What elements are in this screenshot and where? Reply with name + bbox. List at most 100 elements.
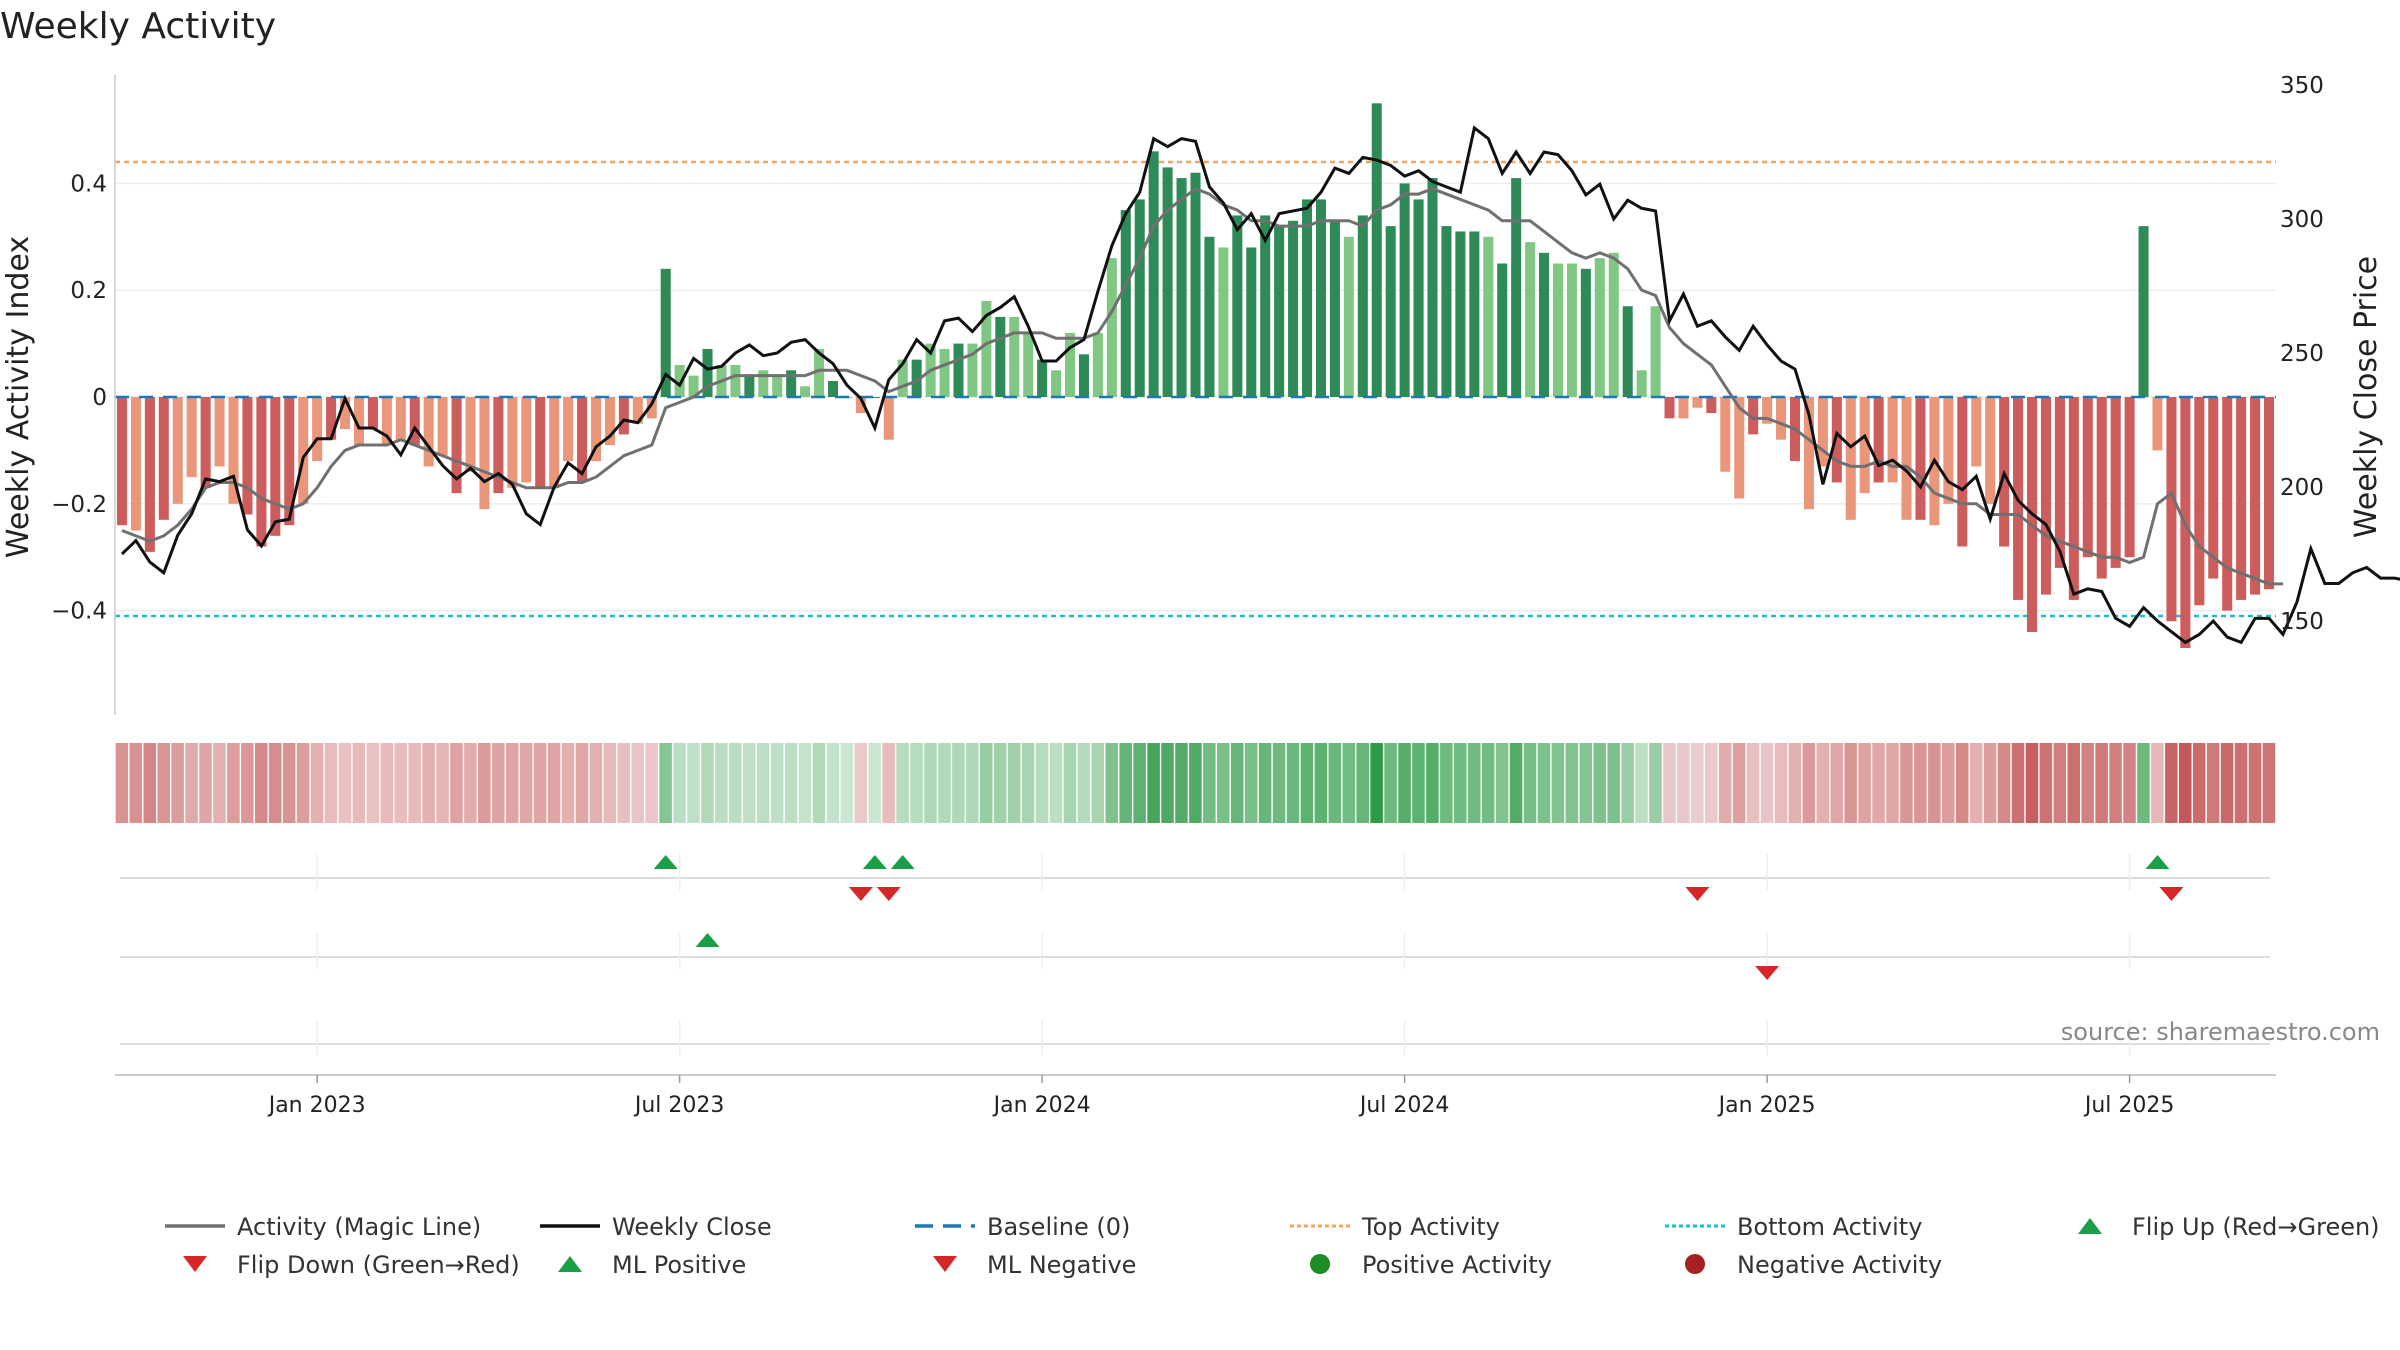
heat-cell bbox=[589, 743, 603, 823]
flip-up-marker bbox=[653, 855, 678, 869]
activity-bar bbox=[1915, 397, 1926, 520]
activity-bar bbox=[451, 397, 462, 494]
activity-bar bbox=[2222, 397, 2233, 611]
activity-bar bbox=[395, 397, 406, 440]
activity-bar bbox=[1329, 220, 1340, 397]
heat-cell bbox=[1230, 743, 1244, 823]
activity-bar bbox=[549, 397, 560, 488]
heat-cell bbox=[1830, 743, 1843, 823]
activity-bar bbox=[1497, 263, 1508, 397]
heat-cell bbox=[519, 743, 533, 823]
heat-cell bbox=[617, 743, 631, 823]
x-tick-label: Jan 2025 bbox=[1717, 1093, 1816, 1118]
heat-cell bbox=[478, 743, 491, 823]
activity-bar bbox=[493, 397, 504, 494]
activity-bar bbox=[1162, 167, 1173, 397]
activity-bar bbox=[646, 397, 657, 419]
activity-bar bbox=[2208, 397, 2219, 579]
x-tick-label: Jan 2024 bbox=[992, 1093, 1091, 1118]
activity-bar bbox=[1260, 215, 1271, 397]
activity-bar bbox=[855, 397, 866, 414]
heat-cell bbox=[1593, 743, 1606, 823]
activity-bar bbox=[256, 397, 267, 547]
activity-bar bbox=[1176, 178, 1187, 397]
heat-cell bbox=[826, 743, 840, 823]
activity-bar bbox=[1845, 397, 1856, 520]
activity-bar bbox=[1204, 236, 1215, 397]
heat-cell bbox=[1941, 743, 1955, 823]
heat-cell bbox=[324, 743, 338, 823]
heat-cell bbox=[631, 743, 644, 823]
x-tick-label: Jan 2023 bbox=[267, 1093, 366, 1118]
activity-bar bbox=[1399, 183, 1410, 397]
activity-bar bbox=[1051, 370, 1062, 397]
signal-markers bbox=[120, 854, 2270, 1056]
activity-bar bbox=[312, 397, 323, 462]
heat-cell bbox=[366, 743, 380, 823]
activity-bar bbox=[827, 380, 839, 397]
heat-cell bbox=[129, 743, 143, 823]
heat-cell bbox=[1523, 743, 1537, 823]
heat-cell bbox=[882, 743, 895, 823]
heat-cell bbox=[729, 743, 742, 823]
heat-cell bbox=[1760, 743, 1774, 823]
heat-cell bbox=[896, 743, 909, 823]
heat-cell bbox=[464, 743, 477, 823]
flip-down-marker bbox=[848, 887, 873, 901]
activity-bars bbox=[116, 103, 2275, 648]
activity-bar bbox=[116, 397, 127, 526]
activity-bar bbox=[1803, 397, 1814, 510]
activity-bar bbox=[1817, 397, 1828, 467]
heat-cell bbox=[993, 743, 1007, 823]
legend-symbol bbox=[1310, 1254, 1330, 1274]
heat-cell bbox=[1063, 743, 1077, 823]
activity-bar bbox=[353, 397, 365, 446]
heat-cell bbox=[1119, 743, 1132, 823]
activity-bar bbox=[1552, 263, 1564, 397]
activity-bar bbox=[1901, 397, 1912, 520]
heat-cell bbox=[1886, 743, 1899, 823]
activity-bar bbox=[228, 397, 239, 504]
heat-cell bbox=[1426, 743, 1439, 823]
activity-bar bbox=[730, 364, 741, 397]
heat-cell bbox=[1481, 743, 1495, 823]
activity-bar bbox=[660, 268, 671, 397]
series-lines bbox=[115, 125, 2400, 645]
heat-cell bbox=[2053, 743, 2067, 823]
activity-bar bbox=[1148, 151, 1159, 397]
activity-bar bbox=[577, 397, 588, 483]
heat-cell bbox=[171, 743, 184, 823]
legend-label: ML Negative bbox=[987, 1251, 1136, 1279]
heat-cell bbox=[2095, 743, 2108, 823]
activity-bar bbox=[1385, 226, 1396, 397]
activity-bar bbox=[270, 397, 281, 536]
heat-cell bbox=[1412, 743, 1425, 823]
heat-cell bbox=[143, 743, 157, 823]
activity-bar bbox=[814, 348, 825, 397]
heat-cell bbox=[1802, 743, 1816, 823]
activity-bar bbox=[1831, 397, 1842, 483]
legend-label: Flip Down (Green→Red) bbox=[237, 1251, 520, 1279]
activity-bar bbox=[1315, 199, 1326, 397]
activity-bar bbox=[1357, 215, 1368, 397]
activity-bar bbox=[1427, 178, 1438, 397]
activity-bar bbox=[1455, 231, 1466, 397]
heat-cell bbox=[1035, 743, 1049, 823]
heat-cell bbox=[1021, 743, 1035, 823]
activity-bar bbox=[2068, 397, 2079, 600]
activity-bar bbox=[590, 397, 602, 462]
ml-positive-marker bbox=[695, 933, 720, 947]
x-tick-label: Jul 2023 bbox=[633, 1093, 725, 1118]
heat-cell bbox=[338, 743, 352, 823]
heat-cell bbox=[2248, 743, 2262, 823]
activity-bar bbox=[563, 397, 574, 462]
legend-label: ML Positive bbox=[612, 1251, 746, 1279]
heat-cell bbox=[1328, 743, 1342, 823]
heat-cell bbox=[1454, 743, 1467, 823]
heat-cell bbox=[352, 743, 366, 823]
activity-bar bbox=[242, 397, 253, 515]
heat-cell bbox=[2262, 743, 2276, 823]
activity-bar bbox=[897, 359, 908, 397]
heat-cell bbox=[2123, 743, 2136, 823]
